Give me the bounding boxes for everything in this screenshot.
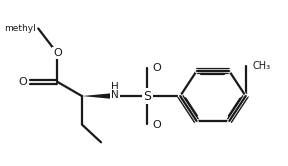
Polygon shape <box>82 93 115 99</box>
Text: O: O <box>53 48 62 58</box>
Text: methyl: methyl <box>4 24 35 33</box>
Text: S: S <box>143 89 151 103</box>
Text: N: N <box>111 90 119 100</box>
Text: O: O <box>153 120 162 129</box>
Text: O: O <box>153 63 162 73</box>
Text: CH₃: CH₃ <box>253 61 271 71</box>
Text: O: O <box>18 77 27 87</box>
Text: H: H <box>111 82 119 92</box>
